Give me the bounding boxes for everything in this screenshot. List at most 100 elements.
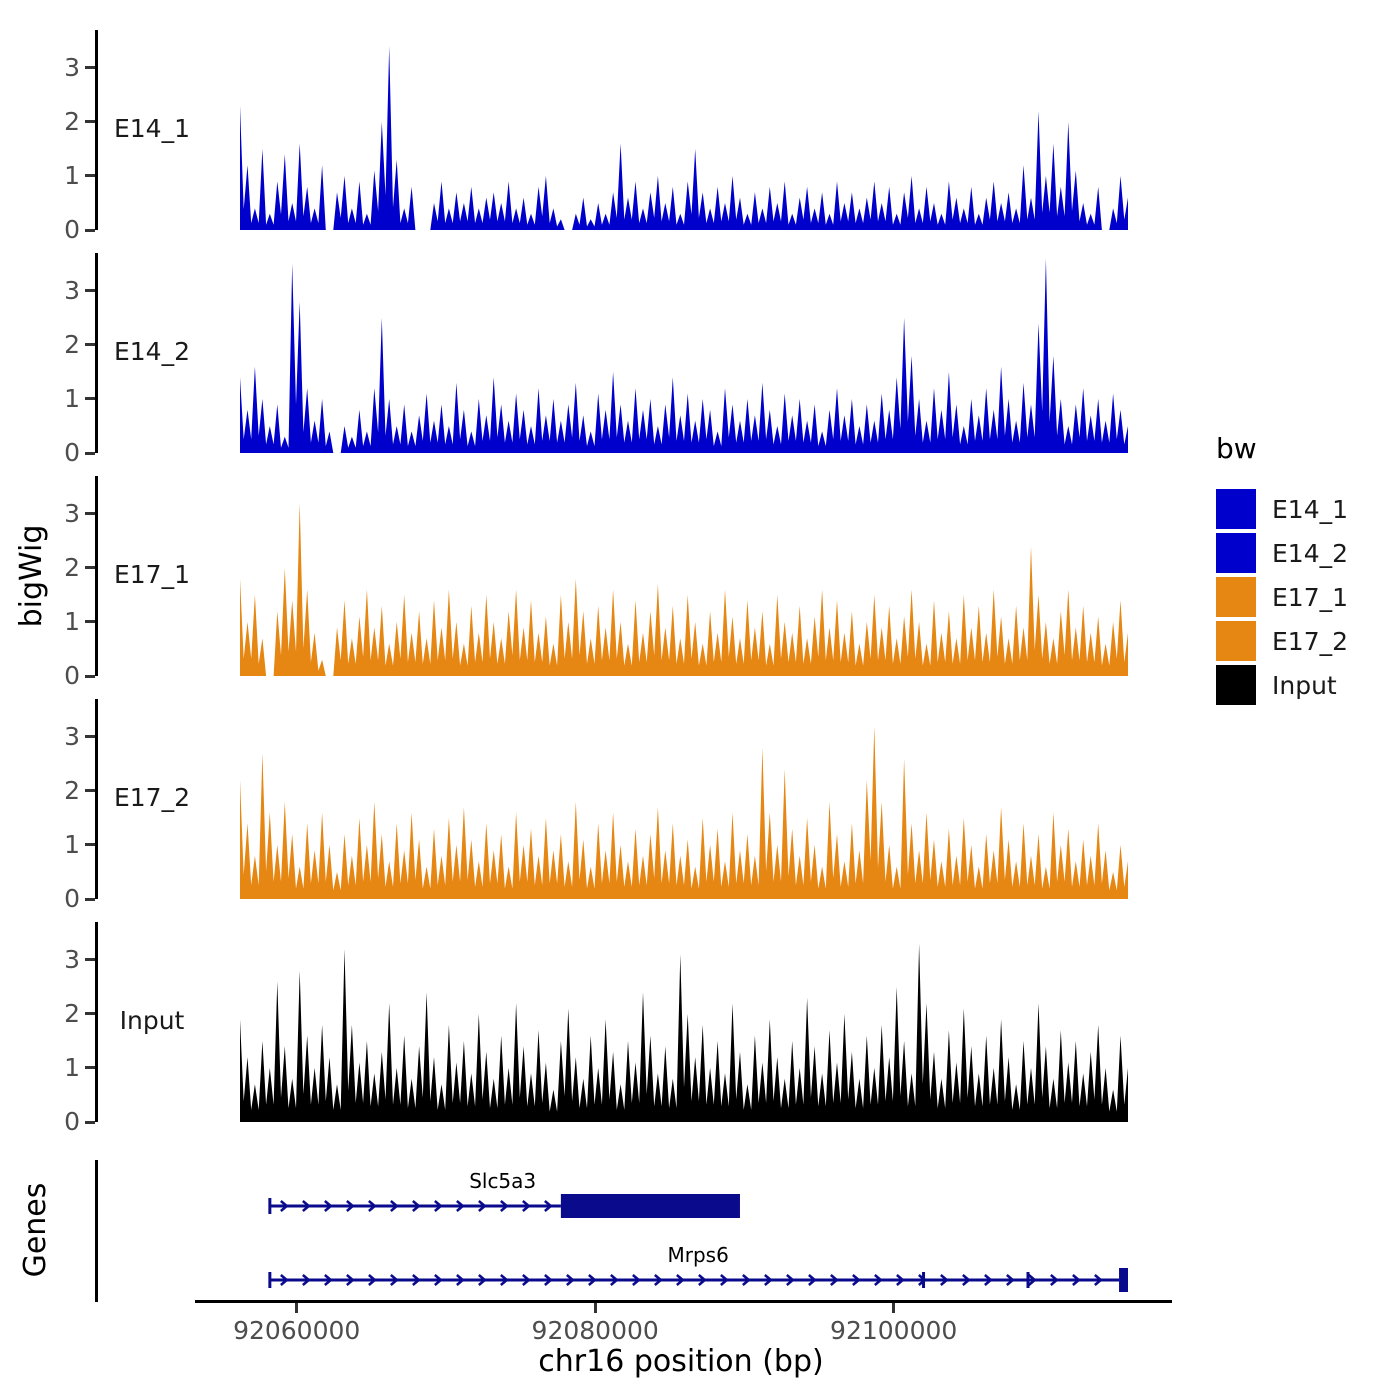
- track-panel-E17_1: 0 1 2 3 E17_1: [64, 476, 1135, 690]
- y-tick-label: 1: [64, 383, 80, 413]
- y-tick-mark: [85, 66, 95, 70]
- track-panel-Input: 0 1 2 3 Input: [64, 922, 1135, 1136]
- track-label-E17_2: E17_2: [113, 783, 190, 812]
- coverage-polygon: [240, 503, 1128, 676]
- strand-arrow-icon: [764, 1274, 773, 1286]
- y-tick-label: 0: [64, 215, 80, 244]
- strand-arrow-icon: [302, 1200, 311, 1212]
- legend-swatch-E14_1: [1216, 489, 1256, 529]
- legend-entry-E17_2: E17_2: [1216, 619, 1348, 663]
- legend-entry-E17_1: E17_1: [1216, 575, 1348, 619]
- legend-swatch-E17_2: [1216, 621, 1256, 661]
- strand-arrow-icon: [302, 1274, 311, 1286]
- x-tick-label: 92100000: [830, 1316, 958, 1345]
- strand-arrow-icon: [324, 1274, 333, 1286]
- x-tick-mark: [295, 1303, 299, 1313]
- y-tick-mark: [85, 343, 95, 347]
- y-tick-mark: [85, 289, 95, 293]
- gene-models: Slc5a3 Mrps6: [268, 1169, 1128, 1292]
- strand-arrow-icon: [698, 1274, 707, 1286]
- legend-entry-E14_2: E14_2: [1216, 531, 1348, 575]
- strand-arrow-icon: [544, 1200, 553, 1212]
- strand-arrow-icon: [566, 1274, 575, 1286]
- strand-arrow-icon: [984, 1274, 993, 1286]
- coverage-polygon: [240, 943, 1128, 1122]
- strand-arrow-icon: [390, 1200, 399, 1212]
- track-label-E17_1: E17_1: [113, 560, 190, 589]
- y-tick-label: 2: [64, 552, 80, 582]
- strand-arrow-icon: [1094, 1274, 1103, 1286]
- strand-arrow-icon: [1072, 1274, 1081, 1286]
- y-tick-label: 3: [64, 275, 80, 305]
- legend-entries: E14_1 E14_2 E17_1 E17_2 Input: [1216, 487, 1348, 707]
- strand-arrow-icon: [896, 1274, 905, 1286]
- x-tick-mark: [892, 1303, 896, 1313]
- strand-arrow-icon: [962, 1274, 971, 1286]
- strand-arrow-icon: [478, 1200, 487, 1212]
- strand-arrow-icon: [632, 1274, 641, 1286]
- y-tick-mark: [85, 843, 95, 847]
- signal-area-E14_1: [240, 46, 1128, 230]
- strand-arrow-icon: [478, 1274, 487, 1286]
- y-tick-mark: [85, 958, 95, 962]
- y-tick-mark: [85, 735, 95, 739]
- strand-arrow-icon: [456, 1274, 465, 1286]
- track-panel-E14_2: 0 1 2 3 E14_2: [64, 253, 1135, 467]
- y-tick-label: 1: [64, 1052, 80, 1082]
- strand-arrow-icon: [1028, 1274, 1037, 1286]
- legend-entry-label: E17_2: [1272, 626, 1349, 656]
- y-tick-mark: [85, 451, 95, 455]
- strand-arrow-icon: [346, 1200, 355, 1212]
- y-tick-label: 1: [64, 160, 80, 190]
- strand-arrow-icon: [412, 1274, 421, 1286]
- strand-arrow-icon: [500, 1274, 509, 1286]
- x-tick-mark: [593, 1303, 597, 1313]
- track-label-Input: Input: [119, 1006, 185, 1035]
- y-tick-label: 2: [64, 329, 80, 359]
- strand-arrow-icon: [808, 1274, 817, 1286]
- strand-arrow-icon: [390, 1274, 399, 1286]
- strand-arrow-icon: [500, 1200, 509, 1212]
- strand-arrow-icon: [280, 1200, 289, 1212]
- legend-entry-label: Input: [1272, 670, 1337, 700]
- y-axis-title: bigWig: [14, 524, 49, 628]
- strand-arrow-icon: [654, 1274, 663, 1286]
- y-tick-mark: [85, 120, 95, 124]
- strand-arrow-icon: [368, 1274, 377, 1286]
- strand-arrow-icon: [940, 1274, 949, 1286]
- y-tick-mark: [85, 228, 95, 232]
- x-axis-title: chr16 position (bp): [538, 1344, 824, 1379]
- strand-arrow-icon: [280, 1274, 289, 1286]
- strand-arrow-icon: [1050, 1274, 1059, 1286]
- y-tick-mark: [85, 620, 95, 624]
- y-tick-label: 3: [64, 944, 80, 974]
- track-panel-E14_1: 0 1 2 3 E14_1: [64, 30, 1135, 244]
- y-tick-mark: [85, 1120, 95, 1124]
- strand-arrow-icon: [434, 1200, 443, 1212]
- strand-arrow-icon: [368, 1200, 377, 1212]
- strand-arrow-icon: [852, 1274, 861, 1286]
- y-tick-label: 2: [64, 106, 80, 136]
- y-tick-mark: [85, 174, 95, 178]
- legend-entry-label: E14_2: [1272, 538, 1349, 568]
- genes-axis-title: Genes: [18, 1182, 53, 1278]
- legend-entry-label: E14_1: [1272, 494, 1349, 524]
- coverage-polygon: [240, 46, 1128, 230]
- legend-swatch-E14_2: [1216, 533, 1256, 573]
- signal-area-Input: [240, 943, 1128, 1122]
- legend: bw E14_1 E14_2 E17_1 E17_2 Input: [1216, 432, 1348, 707]
- strand-arrow-icon: [720, 1274, 729, 1286]
- legend-swatch-Input: [1216, 665, 1256, 705]
- track-panel-E17_2: 0 1 2 3 E17_2: [64, 699, 1135, 913]
- gene-label: Slc5a3: [469, 1169, 536, 1193]
- strand-arrow-icon: [874, 1274, 883, 1286]
- y-tick-label: 3: [64, 52, 80, 82]
- strand-arrow-icon: [522, 1200, 531, 1212]
- y-tick-label: 1: [64, 829, 80, 859]
- track-label-E14_2: E14_2: [113, 337, 190, 366]
- strand-arrow-icon: [544, 1274, 553, 1286]
- gene-label: Mrps6: [668, 1243, 729, 1267]
- x-tick-label: 92080000: [531, 1316, 659, 1345]
- y-tick-label: 2: [64, 775, 80, 805]
